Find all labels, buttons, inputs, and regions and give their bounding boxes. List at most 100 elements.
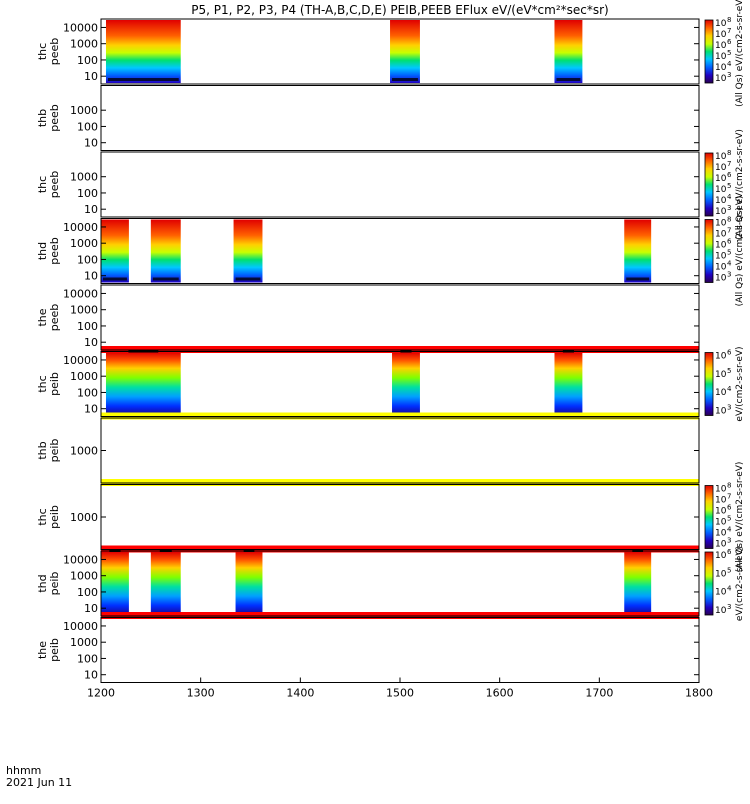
low-energy-trace bbox=[626, 277, 650, 281]
colorbar-tick-exponent: 4 bbox=[727, 193, 732, 201]
y-tick-label: 100 bbox=[77, 320, 98, 333]
colorbar-unit-label: (All Qs) eV/(cm2-s-sr-eV) bbox=[735, 196, 745, 307]
low-energy-trace bbox=[556, 78, 581, 81]
colorbar-tick-label: 10 bbox=[715, 19, 727, 29]
panel-label-probe: thb bbox=[36, 109, 49, 127]
panel-thd-peib: 10 100 1000 10000 thd peib bbox=[36, 549, 700, 619]
panel-frame bbox=[100, 18, 700, 85]
panel-thd-peeb: 10 100 1000 10000 thd peeb bbox=[36, 218, 700, 284]
y-tick-label: 100 bbox=[77, 386, 98, 399]
panel-frame bbox=[100, 550, 700, 617]
colorbar-tick-label: 10 bbox=[715, 496, 727, 506]
colorbar-tick-exponent: 8 bbox=[727, 16, 731, 24]
colorbar-gradient bbox=[704, 219, 714, 283]
colorbar-unit-label: (All Qs) eV/(cm2-s-sr-eV) bbox=[735, 0, 745, 107]
colorbar-tick-label: 10 bbox=[715, 30, 727, 40]
colorbar-unit-label: (All Qs) eV/(cm2-s-sr-eV) bbox=[735, 129, 745, 240]
colorbar-tick-exponent: 3 bbox=[727, 603, 731, 611]
panel-label-species: peeb bbox=[48, 237, 61, 265]
colorbar-tick-exponent: 4 bbox=[727, 60, 732, 68]
colorbar-tick-label: 10 bbox=[715, 388, 727, 398]
y-tick-label: 10 bbox=[84, 203, 98, 216]
colorbar-unit-label: (All Qs) eV/(cm2-s-sr-eV) bbox=[735, 462, 745, 573]
panel-label-probe: thb bbox=[36, 441, 49, 459]
colorbar-unit-label: eV/(cm2-s-sr-eV) bbox=[735, 346, 745, 421]
y-tick-label: 1000 bbox=[70, 104, 98, 117]
colorbar-tick-label: 10 bbox=[715, 41, 727, 51]
panel-label-probe: the bbox=[36, 308, 49, 326]
panel-label-probe: thd bbox=[36, 242, 49, 260]
colorbar-tick-label: 10 bbox=[715, 352, 727, 362]
colorbar-tick-label: 10 bbox=[715, 529, 727, 539]
x-tick-label: 1400 bbox=[286, 687, 314, 700]
panel-frame bbox=[100, 484, 700, 550]
y-tick-label: 100 bbox=[77, 586, 98, 599]
y-tick-label: 1000 bbox=[70, 511, 98, 524]
data-interval bbox=[150, 552, 181, 615]
colorbar-tick-label: 10 bbox=[715, 518, 727, 528]
colorbar-tick-label: 10 bbox=[715, 163, 727, 173]
colorbar-tick-label: 10 bbox=[715, 606, 727, 616]
colorbar-tick-label: 10 bbox=[715, 551, 727, 561]
colorbar-gradient bbox=[704, 551, 714, 616]
x-tick-label: 1700 bbox=[585, 687, 613, 700]
y-tick-label: 10000 bbox=[63, 21, 98, 34]
y-tick-label: 10 bbox=[84, 602, 98, 615]
colorbar-tick-exponent: 6 bbox=[727, 171, 732, 179]
low-energy-trace bbox=[235, 277, 261, 281]
panel-frame bbox=[100, 85, 700, 151]
colorbar-tick-exponent: 3 bbox=[727, 404, 731, 412]
panel-label-species: peeb bbox=[48, 38, 61, 66]
y-tick-label: 100 bbox=[77, 54, 98, 67]
panel-label-species: peeb bbox=[48, 104, 61, 132]
panel-frame bbox=[100, 351, 700, 417]
y-tick-label: 100 bbox=[77, 120, 98, 133]
y-tick-label: 1000 bbox=[70, 304, 98, 317]
low-energy-trace bbox=[152, 277, 179, 281]
panel-label-probe: thd bbox=[36, 574, 49, 592]
colorbar-gradient bbox=[704, 19, 714, 84]
data-interval bbox=[554, 352, 583, 416]
x-tick-label: 1600 bbox=[486, 687, 514, 700]
panel-label-species: peib bbox=[48, 638, 61, 662]
panel-the-peeb: 10 100 1000 10000 the peeb bbox=[36, 284, 700, 353]
panel-frame bbox=[100, 151, 700, 218]
colorbar-tick-label: 10 bbox=[715, 185, 727, 195]
colorbar-tick-label: 10 bbox=[715, 407, 727, 417]
colorbar-tick-label: 10 bbox=[715, 241, 727, 251]
data-interval bbox=[554, 20, 583, 83]
data-interval bbox=[105, 20, 181, 83]
x-axis: 1200 1300 1400 1500 1600 1700 1800 bbox=[87, 677, 713, 700]
colorbar-tick-label: 10 bbox=[715, 196, 727, 206]
panel-label-probe: thc bbox=[36, 508, 49, 525]
colorbar-tick-exponent: 4 bbox=[727, 385, 732, 393]
colorbar-tick-exponent: 5 bbox=[727, 367, 731, 375]
panel-thc-peib: 1000 thc peib bbox=[36, 484, 700, 553]
panel-label-species: peeb bbox=[48, 304, 61, 332]
y-tick-label: 100 bbox=[77, 253, 98, 266]
low-energy-trace bbox=[103, 277, 127, 281]
colorbar-tick-exponent: 5 bbox=[727, 566, 731, 574]
panel-label-probe: thc bbox=[36, 43, 49, 60]
colorbar-tick-label: 10 bbox=[715, 274, 727, 284]
y-tick-label: 10000 bbox=[63, 620, 98, 633]
colorbar-tick-exponent: 4 bbox=[727, 526, 732, 534]
data-interval bbox=[101, 219, 129, 283]
panel-thb-peib: 1000 thb peib bbox=[36, 417, 700, 486]
colorbar-tick-label: 10 bbox=[715, 263, 727, 273]
data-interval bbox=[392, 352, 420, 416]
y-tick-label: 100 bbox=[77, 652, 98, 665]
data-interval bbox=[233, 219, 263, 283]
colorbar-tick-label: 10 bbox=[715, 540, 727, 550]
colorbar-tick-exponent: 5 bbox=[727, 249, 731, 257]
y-tick-label: 10 bbox=[84, 137, 98, 150]
y-tick-label: 10000 bbox=[63, 354, 98, 367]
x-tick-label: 1500 bbox=[386, 687, 414, 700]
y-tick-label: 10000 bbox=[63, 287, 98, 300]
